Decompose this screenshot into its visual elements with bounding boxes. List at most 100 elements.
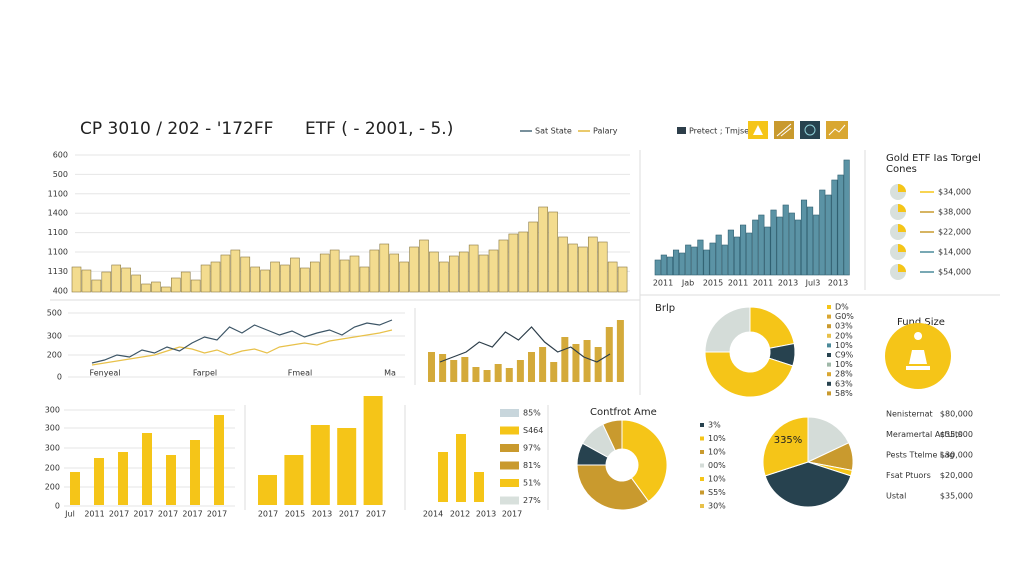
bar — [190, 440, 200, 505]
label: 2012 — [450, 510, 470, 519]
bar — [685, 244, 692, 276]
bar — [240, 256, 251, 293]
bar — [654, 259, 661, 276]
label: 2017 — [133, 510, 153, 519]
bar — [788, 212, 795, 276]
pie-segment — [602, 419, 623, 452]
label: 335% — [774, 435, 803, 446]
label: C9% — [835, 351, 854, 360]
icon-button[interactable] — [800, 121, 820, 139]
bar — [825, 194, 832, 276]
icon — [776, 123, 792, 137]
label: S5% — [708, 488, 726, 497]
label: 10% — [835, 341, 853, 350]
label: $35,000 — [940, 430, 973, 439]
label: 300 — [45, 406, 60, 415]
label: Fenyeal — [90, 369, 121, 378]
bar — [210, 261, 221, 293]
label: $30,000 — [940, 451, 973, 460]
label: 300 — [45, 424, 60, 433]
legend-swatch — [677, 127, 686, 134]
legend-swatch — [500, 479, 519, 487]
bar — [260, 269, 270, 293]
label: $80,000 — [940, 410, 973, 419]
legend-label: Palary — [593, 127, 618, 136]
label: $54,000 — [938, 268, 971, 277]
legend-swatch — [500, 409, 519, 417]
bar — [468, 244, 479, 293]
label: Jul3 — [805, 279, 821, 288]
label: 200 — [45, 483, 60, 492]
pie-segment — [807, 416, 850, 463]
bar — [764, 226, 771, 276]
bar — [539, 347, 547, 382]
label: 2013 — [312, 510, 332, 519]
panel-title: Contfrot Ame — [590, 407, 657, 418]
bar — [337, 428, 357, 505]
label: 2017 — [158, 510, 178, 519]
legend-swatch — [700, 423, 704, 427]
bar — [594, 347, 602, 382]
bar — [220, 254, 231, 293]
bar — [819, 189, 826, 276]
label: 58% — [835, 389, 853, 398]
icon — [898, 264, 906, 272]
label: 27% — [523, 496, 541, 505]
legend-swatch — [827, 305, 831, 309]
legend-swatch — [700, 490, 704, 495]
line — [91, 329, 393, 366]
label: Jul — [64, 510, 75, 519]
label: 2015 — [703, 279, 723, 288]
bar — [91, 279, 102, 293]
label: $22,000 — [938, 228, 971, 237]
label: 1130 — [48, 267, 68, 276]
label: 1100 — [48, 248, 68, 257]
icon — [906, 332, 930, 370]
label: 2011 — [753, 279, 773, 288]
label: Farpel — [193, 369, 217, 378]
icon — [898, 204, 906, 212]
label: 1400 — [48, 209, 68, 218]
bar — [118, 452, 128, 505]
bar — [548, 211, 558, 293]
label: 600 — [53, 151, 68, 160]
bar — [666, 256, 673, 276]
legend-swatch — [500, 444, 519, 452]
bar — [111, 264, 122, 293]
legend-swatch — [827, 324, 831, 329]
bar — [752, 219, 759, 276]
bar — [508, 233, 519, 293]
bar — [478, 254, 489, 293]
label: Nenisternat — [886, 410, 933, 419]
legend-swatch — [827, 343, 831, 348]
bar — [727, 229, 734, 276]
panel-title: Brlp — [655, 303, 675, 314]
bar — [214, 415, 224, 505]
bar — [439, 354, 447, 382]
legend-label: Pretect ; Tmjset — [689, 127, 752, 136]
label: 1100 — [48, 189, 68, 198]
label: 0 — [57, 373, 62, 382]
legend-swatch — [827, 372, 831, 377]
legend-swatch — [500, 496, 519, 505]
label: $20,000 — [940, 471, 973, 480]
bar — [709, 242, 716, 276]
label: S464 — [523, 426, 543, 435]
bar — [488, 249, 499, 293]
label: 300 — [47, 332, 62, 341]
label: G0% — [835, 312, 854, 321]
bar — [474, 472, 484, 502]
bar — [505, 368, 513, 382]
label: 2014 — [423, 510, 443, 519]
bar — [837, 174, 844, 276]
label: 2013 — [778, 279, 798, 288]
bar — [142, 433, 152, 505]
bar — [568, 243, 578, 293]
panel-title: Gold ETF Ias Torgel — [886, 153, 981, 164]
bar — [379, 243, 390, 293]
bar — [439, 261, 449, 293]
bar — [715, 234, 722, 276]
label: Ma — [384, 369, 396, 378]
label: Ustal — [886, 492, 906, 501]
bar — [528, 352, 535, 382]
